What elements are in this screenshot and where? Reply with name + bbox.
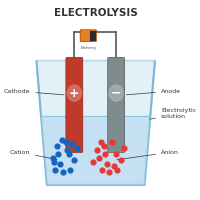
Polygon shape	[41, 116, 150, 185]
Point	[100, 168, 103, 172]
Point	[64, 141, 68, 144]
Text: +: +	[69, 87, 80, 100]
Text: ELECTROLYSIS: ELECTROLYSIS	[54, 8, 138, 18]
Point	[62, 170, 65, 174]
Text: Electrolytic
solution: Electrolytic solution	[150, 108, 196, 119]
Point	[98, 157, 101, 160]
Text: Cathode: Cathode	[4, 89, 64, 95]
Point	[56, 145, 59, 148]
Point	[51, 157, 55, 160]
Bar	[90, 31, 96, 41]
Circle shape	[67, 85, 82, 101]
Point	[60, 139, 63, 142]
Point	[105, 162, 109, 166]
Point	[69, 168, 72, 172]
Point	[114, 153, 117, 156]
Point	[99, 141, 103, 144]
Point	[52, 161, 55, 164]
Point	[65, 149, 69, 152]
Point	[71, 143, 74, 146]
Point	[91, 161, 95, 164]
Point	[95, 149, 98, 152]
Point	[116, 168, 119, 172]
Point	[104, 153, 107, 156]
Text: Anode: Anode	[126, 89, 181, 95]
Text: Anion: Anion	[117, 150, 179, 160]
Point	[119, 159, 123, 162]
Point	[53, 168, 56, 172]
FancyBboxPatch shape	[66, 57, 83, 152]
FancyBboxPatch shape	[108, 57, 125, 152]
Text: Cation: Cation	[10, 150, 57, 160]
Polygon shape	[36, 61, 155, 185]
Text: −: −	[111, 87, 121, 100]
Point	[57, 153, 60, 156]
Point	[67, 153, 70, 156]
Point	[107, 170, 110, 174]
Point	[58, 162, 62, 166]
Text: Battery: Battery	[80, 46, 96, 50]
Point	[111, 141, 114, 144]
FancyBboxPatch shape	[80, 30, 96, 42]
Point	[72, 159, 75, 162]
Point	[123, 147, 126, 150]
Circle shape	[109, 85, 123, 101]
Point	[102, 145, 105, 148]
Point	[112, 164, 116, 168]
Point	[76, 147, 79, 150]
